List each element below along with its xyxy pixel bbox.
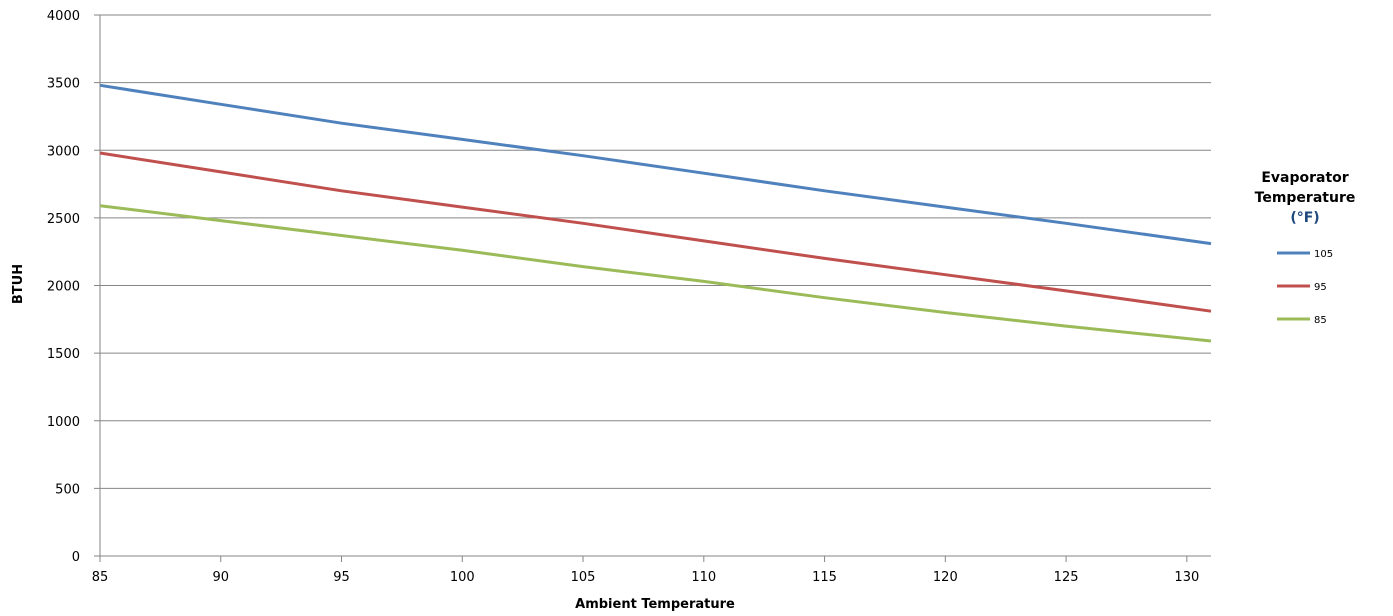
- legend-title-line-2: Temperature: [1255, 190, 1356, 206]
- y-tick-label: 3000: [47, 144, 80, 159]
- x-tick-label: 95: [333, 570, 350, 585]
- legend-label-95: 95: [1314, 282, 1327, 293]
- legend-label-85: 85: [1314, 315, 1327, 326]
- x-tick-label: 110: [691, 570, 716, 585]
- x-tick-label: 130: [1174, 570, 1199, 585]
- y-tick-label: 2000: [47, 280, 80, 295]
- axes: [94, 14, 1211, 562]
- x-tick-label: 115: [812, 570, 837, 585]
- series-line-95: [99, 151, 1212, 313]
- y-tick-label: 1000: [47, 415, 80, 430]
- x-tick-label: 100: [450, 570, 475, 585]
- y-tick-label: 3500: [47, 77, 80, 92]
- series-line-85: [99, 204, 1212, 343]
- legend-title-line-3: (°F): [1290, 210, 1319, 226]
- x-tick-label: 90: [212, 570, 229, 585]
- tick-labels: 0 500 1000 1500 2000 2500 3000 3500 4000 85 90 95 10…: [47, 9, 1199, 585]
- y-tick-label: 500: [55, 482, 80, 497]
- legend: Evaporator Temperature (°F) 105 95 85: [1255, 170, 1356, 326]
- grid-lines: [100, 14, 1211, 489]
- x-tick-label: 85: [92, 570, 109, 585]
- x-tick-label: 105: [571, 570, 596, 585]
- legend-items: 105 95 85: [1277, 249, 1333, 326]
- legend-label-105: 105: [1314, 249, 1333, 260]
- y-tick-label: 1500: [47, 347, 80, 362]
- legend-title-line-1: Evaporator: [1261, 170, 1348, 186]
- series-line-105: [99, 83, 1212, 246]
- y-tick-label: 0: [72, 550, 80, 565]
- series-lines: [99, 83, 1212, 343]
- x-axis-title: Ambient Temperature: [575, 597, 735, 612]
- y-tick-label: 4000: [47, 9, 80, 24]
- x-tick-label: 120: [933, 570, 958, 585]
- y-tick-label: 2500: [47, 212, 80, 227]
- y-axis-title: BTUH: [11, 264, 26, 304]
- x-tick-label: 125: [1054, 570, 1079, 585]
